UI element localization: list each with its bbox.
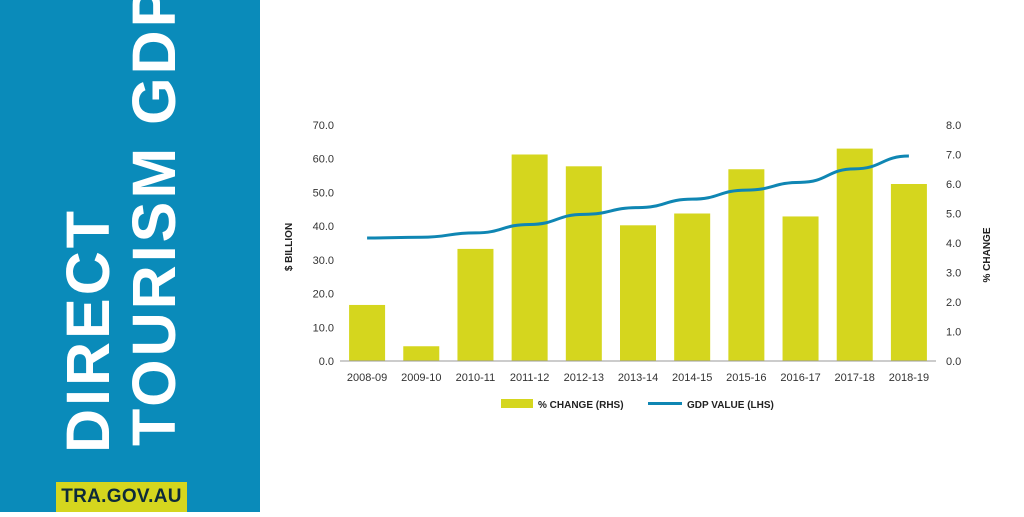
right-tick-label: 5.0 bbox=[946, 209, 961, 221]
left-tick-label: 0.0 bbox=[319, 356, 334, 368]
bar-series bbox=[349, 148, 927, 361]
right-tick-label: 0.0 bbox=[946, 356, 961, 368]
side-title-svg: DIRECT TOURISM GDP bbox=[54, 0, 188, 453]
side-title-line1: DIRECT bbox=[54, 208, 122, 453]
right-axis-ticks: 0.0 1.0 2.0 3.0 4.0 5.0 6.0 7.0 8.0 bbox=[946, 120, 961, 368]
x-tick-label: 2008-09 bbox=[347, 372, 387, 384]
legend-bar-swatch bbox=[501, 399, 533, 408]
side-panel: DIRECT TOURISM GDP TRA.GOV.AU bbox=[0, 0, 260, 512]
right-tick-label: 6.0 bbox=[946, 179, 961, 191]
left-axis-ticks: 0.0 10.0 20.0 30.0 40.0 50.0 60.0 70.0 bbox=[313, 120, 334, 368]
legend-bar-label: % CHANGE (RHS) bbox=[538, 400, 624, 411]
x-tick-label: 2016-17 bbox=[780, 372, 820, 384]
right-axis-title: % CHANGE bbox=[982, 227, 993, 282]
left-tick-label: 50.0 bbox=[313, 187, 334, 199]
left-tick-label: 10.0 bbox=[313, 322, 334, 334]
left-tick-label: 30.0 bbox=[313, 255, 334, 267]
gdp-value-line bbox=[367, 154, 909, 240]
bar-2013-14 bbox=[620, 225, 656, 361]
legend-line-label: GDP VALUE (LHS) bbox=[687, 400, 774, 411]
x-tick-label: 2015-16 bbox=[726, 372, 766, 384]
bar-2018-19 bbox=[890, 184, 927, 361]
bar-2008-09 bbox=[349, 304, 386, 361]
x-tick-label: 2018-19 bbox=[889, 372, 929, 384]
x-tick-label: 2009-10 bbox=[401, 372, 441, 384]
right-tick-label: 1.0 bbox=[946, 327, 961, 339]
x-tick-label: 2011-12 bbox=[510, 372, 550, 384]
side-title-line2: TOURISM GDP bbox=[120, 0, 188, 446]
right-tick-label: 2.0 bbox=[946, 297, 961, 309]
bar-2015-16 bbox=[728, 169, 765, 361]
x-tick-label: 2013-14 bbox=[618, 372, 658, 384]
x-axis-ticks: 2008-09 2009-10 2010-11 2011-12 2012-13 2013-… bbox=[347, 372, 929, 384]
x-tick-label: 2017-18 bbox=[835, 372, 875, 384]
legend: % CHANGE (RHS) GDP VALUE (LHS) bbox=[501, 399, 774, 411]
left-tick-label: 60.0 bbox=[313, 154, 334, 166]
left-tick-label: 20.0 bbox=[313, 289, 334, 301]
bar-2017-18 bbox=[836, 148, 873, 361]
x-tick-label: 2012-13 bbox=[564, 372, 604, 384]
left-tick-label: 40.0 bbox=[313, 221, 334, 233]
website-badge[interactable]: TRA.GOV.AU bbox=[56, 482, 187, 512]
combo-chart: 0.0 10.0 20.0 30.0 40.0 50.0 60.0 70.0 0.0 1.0 2.… bbox=[284, 120, 993, 411]
x-tick-label: 2014-15 bbox=[672, 372, 712, 384]
x-tick-label: 2010-11 bbox=[456, 372, 496, 384]
bar-2012-13 bbox=[565, 166, 602, 361]
right-tick-label: 3.0 bbox=[946, 268, 961, 280]
bar-2010-11 bbox=[457, 248, 494, 361]
left-tick-label: 70.0 bbox=[313, 120, 334, 132]
right-tick-label: 4.0 bbox=[946, 238, 961, 250]
bar-2009-10 bbox=[403, 346, 440, 361]
left-axis-title: $ BILLION bbox=[284, 223, 295, 271]
right-tick-label: 7.0 bbox=[946, 150, 961, 162]
side-title: DIRECT TOURISM GDP bbox=[0, 0, 260, 512]
bar-2014-15 bbox=[674, 213, 711, 361]
bar-2011-12 bbox=[511, 154, 548, 361]
right-tick-label: 8.0 bbox=[946, 120, 961, 132]
bar-2016-17 bbox=[782, 216, 819, 361]
chart-area: 0.0 10.0 20.0 30.0 40.0 50.0 60.0 70.0 0.0 1.0 2.… bbox=[260, 0, 1024, 512]
